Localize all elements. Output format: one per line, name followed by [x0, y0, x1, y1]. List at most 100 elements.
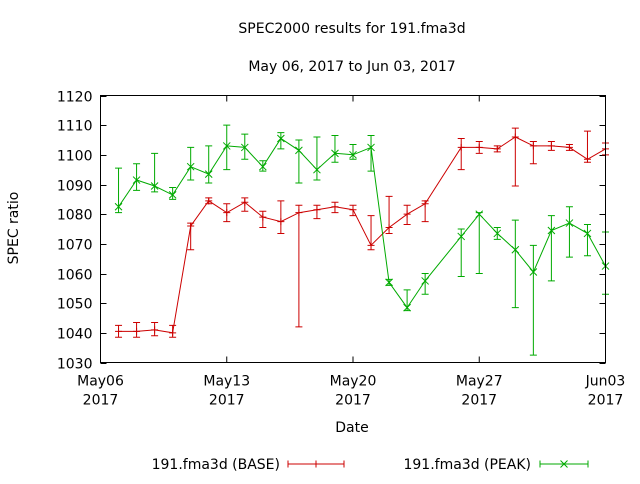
data-point — [547, 142, 555, 150]
y-tick-label: 1070 — [57, 238, 93, 254]
legend-label: 191.fma3d (PEAK) — [403, 457, 531, 473]
error-bar — [259, 160, 267, 172]
error-bar — [583, 224, 591, 257]
x-tick-label: May06 — [77, 374, 124, 390]
chart-subtitle: May 06, 2017 to Jun 03, 2017 — [248, 59, 455, 75]
error-bar — [313, 136, 321, 181]
data-point — [222, 142, 231, 150]
error-bar — [367, 135, 375, 172]
data-point — [168, 191, 177, 199]
x-tick-label: May13 — [203, 374, 250, 390]
data-point — [493, 145, 501, 153]
data-point — [349, 150, 357, 159]
x-tick-label-year: 2017 — [209, 393, 245, 409]
legend-errorbar-cap — [287, 460, 345, 468]
data-point — [240, 143, 249, 152]
data-point — [150, 182, 159, 190]
data-point — [475, 143, 483, 151]
data-point — [313, 206, 321, 214]
data-point — [223, 209, 231, 217]
data-point — [133, 327, 141, 335]
error-bar — [241, 133, 249, 160]
data-point — [258, 162, 267, 171]
data-point — [457, 143, 465, 151]
data-point — [421, 277, 429, 285]
y-tick-label: 1100 — [57, 149, 93, 165]
y-tick-label: 1030 — [57, 357, 93, 373]
y-tick-label: 1060 — [57, 268, 93, 284]
legend-errorbar-cap — [539, 460, 589, 468]
series-peak — [114, 124, 610, 356]
y-tick-label: 1090 — [57, 179, 93, 195]
x-tick-label-year: 2017 — [461, 393, 497, 409]
data-point — [313, 165, 321, 174]
error-bar — [475, 212, 483, 274]
data-point — [187, 222, 195, 230]
error-bar — [529, 244, 537, 356]
data-point — [583, 229, 592, 238]
error-bar — [331, 135, 339, 163]
y-axis-label: SPEC ratio — [6, 192, 22, 265]
data-point — [277, 134, 285, 143]
error-bar — [421, 273, 429, 295]
data-point — [151, 326, 159, 334]
error-bar — [457, 138, 465, 171]
x-tick-label-year: 2017 — [83, 393, 119, 409]
data-point — [331, 149, 339, 158]
legend-entry: 191.fma3d (BASE) — [152, 457, 345, 473]
data-point — [259, 213, 267, 221]
error-bar — [277, 132, 285, 150]
data-point — [565, 143, 573, 151]
plot-frame — [100, 95, 606, 363]
x-tick-label: Jun03 — [585, 374, 626, 390]
error-bar — [187, 146, 195, 181]
data-point — [547, 226, 556, 235]
data-point — [205, 197, 213, 205]
data-point — [114, 202, 123, 211]
legend-entry: 191.fma3d (PEAK) — [403, 457, 589, 473]
error-bar — [565, 206, 573, 258]
data-point — [403, 210, 411, 218]
data-point — [583, 155, 591, 163]
y-tick-label: 1110 — [57, 119, 93, 135]
data-point — [367, 241, 375, 249]
series-base — [115, 127, 609, 338]
y-tick-label: 1050 — [57, 297, 93, 313]
error-bar — [115, 167, 123, 214]
error-bar — [547, 215, 555, 282]
data-point — [349, 206, 357, 214]
x-tick-label-year: 2017 — [588, 393, 624, 409]
data-point — [186, 162, 195, 171]
data-point — [295, 209, 303, 217]
data-point — [277, 218, 285, 226]
error-bar — [169, 186, 177, 200]
error-bar — [511, 219, 519, 309]
data-point — [385, 224, 393, 232]
data-point — [169, 329, 177, 337]
error-bar — [295, 139, 303, 184]
data-point — [457, 232, 466, 241]
legend-marker — [560, 460, 568, 468]
data-point — [529, 142, 537, 150]
legend-label: 191.fma3d (BASE) — [152, 457, 280, 473]
error-bar — [223, 124, 231, 171]
error-bar — [277, 200, 285, 234]
x-tick-label: May20 — [330, 374, 377, 390]
data-point — [204, 170, 213, 178]
x-tick-label: May27 — [456, 374, 503, 390]
data-point — [403, 303, 411, 312]
data-point — [385, 278, 393, 287]
x-tick-label-year: 2017 — [335, 393, 371, 409]
x-axis-label: Date — [335, 420, 368, 436]
data-point — [132, 176, 141, 184]
data-point — [241, 198, 249, 206]
data-point — [493, 229, 502, 238]
data-point — [421, 200, 429, 208]
y-tick-label: 1120 — [57, 90, 93, 106]
legend-marker — [312, 460, 320, 468]
data-point — [295, 146, 303, 155]
data-point — [511, 133, 519, 141]
y-tick-label: 1080 — [57, 208, 93, 224]
error-bar — [133, 163, 141, 191]
error-bar — [205, 145, 213, 184]
